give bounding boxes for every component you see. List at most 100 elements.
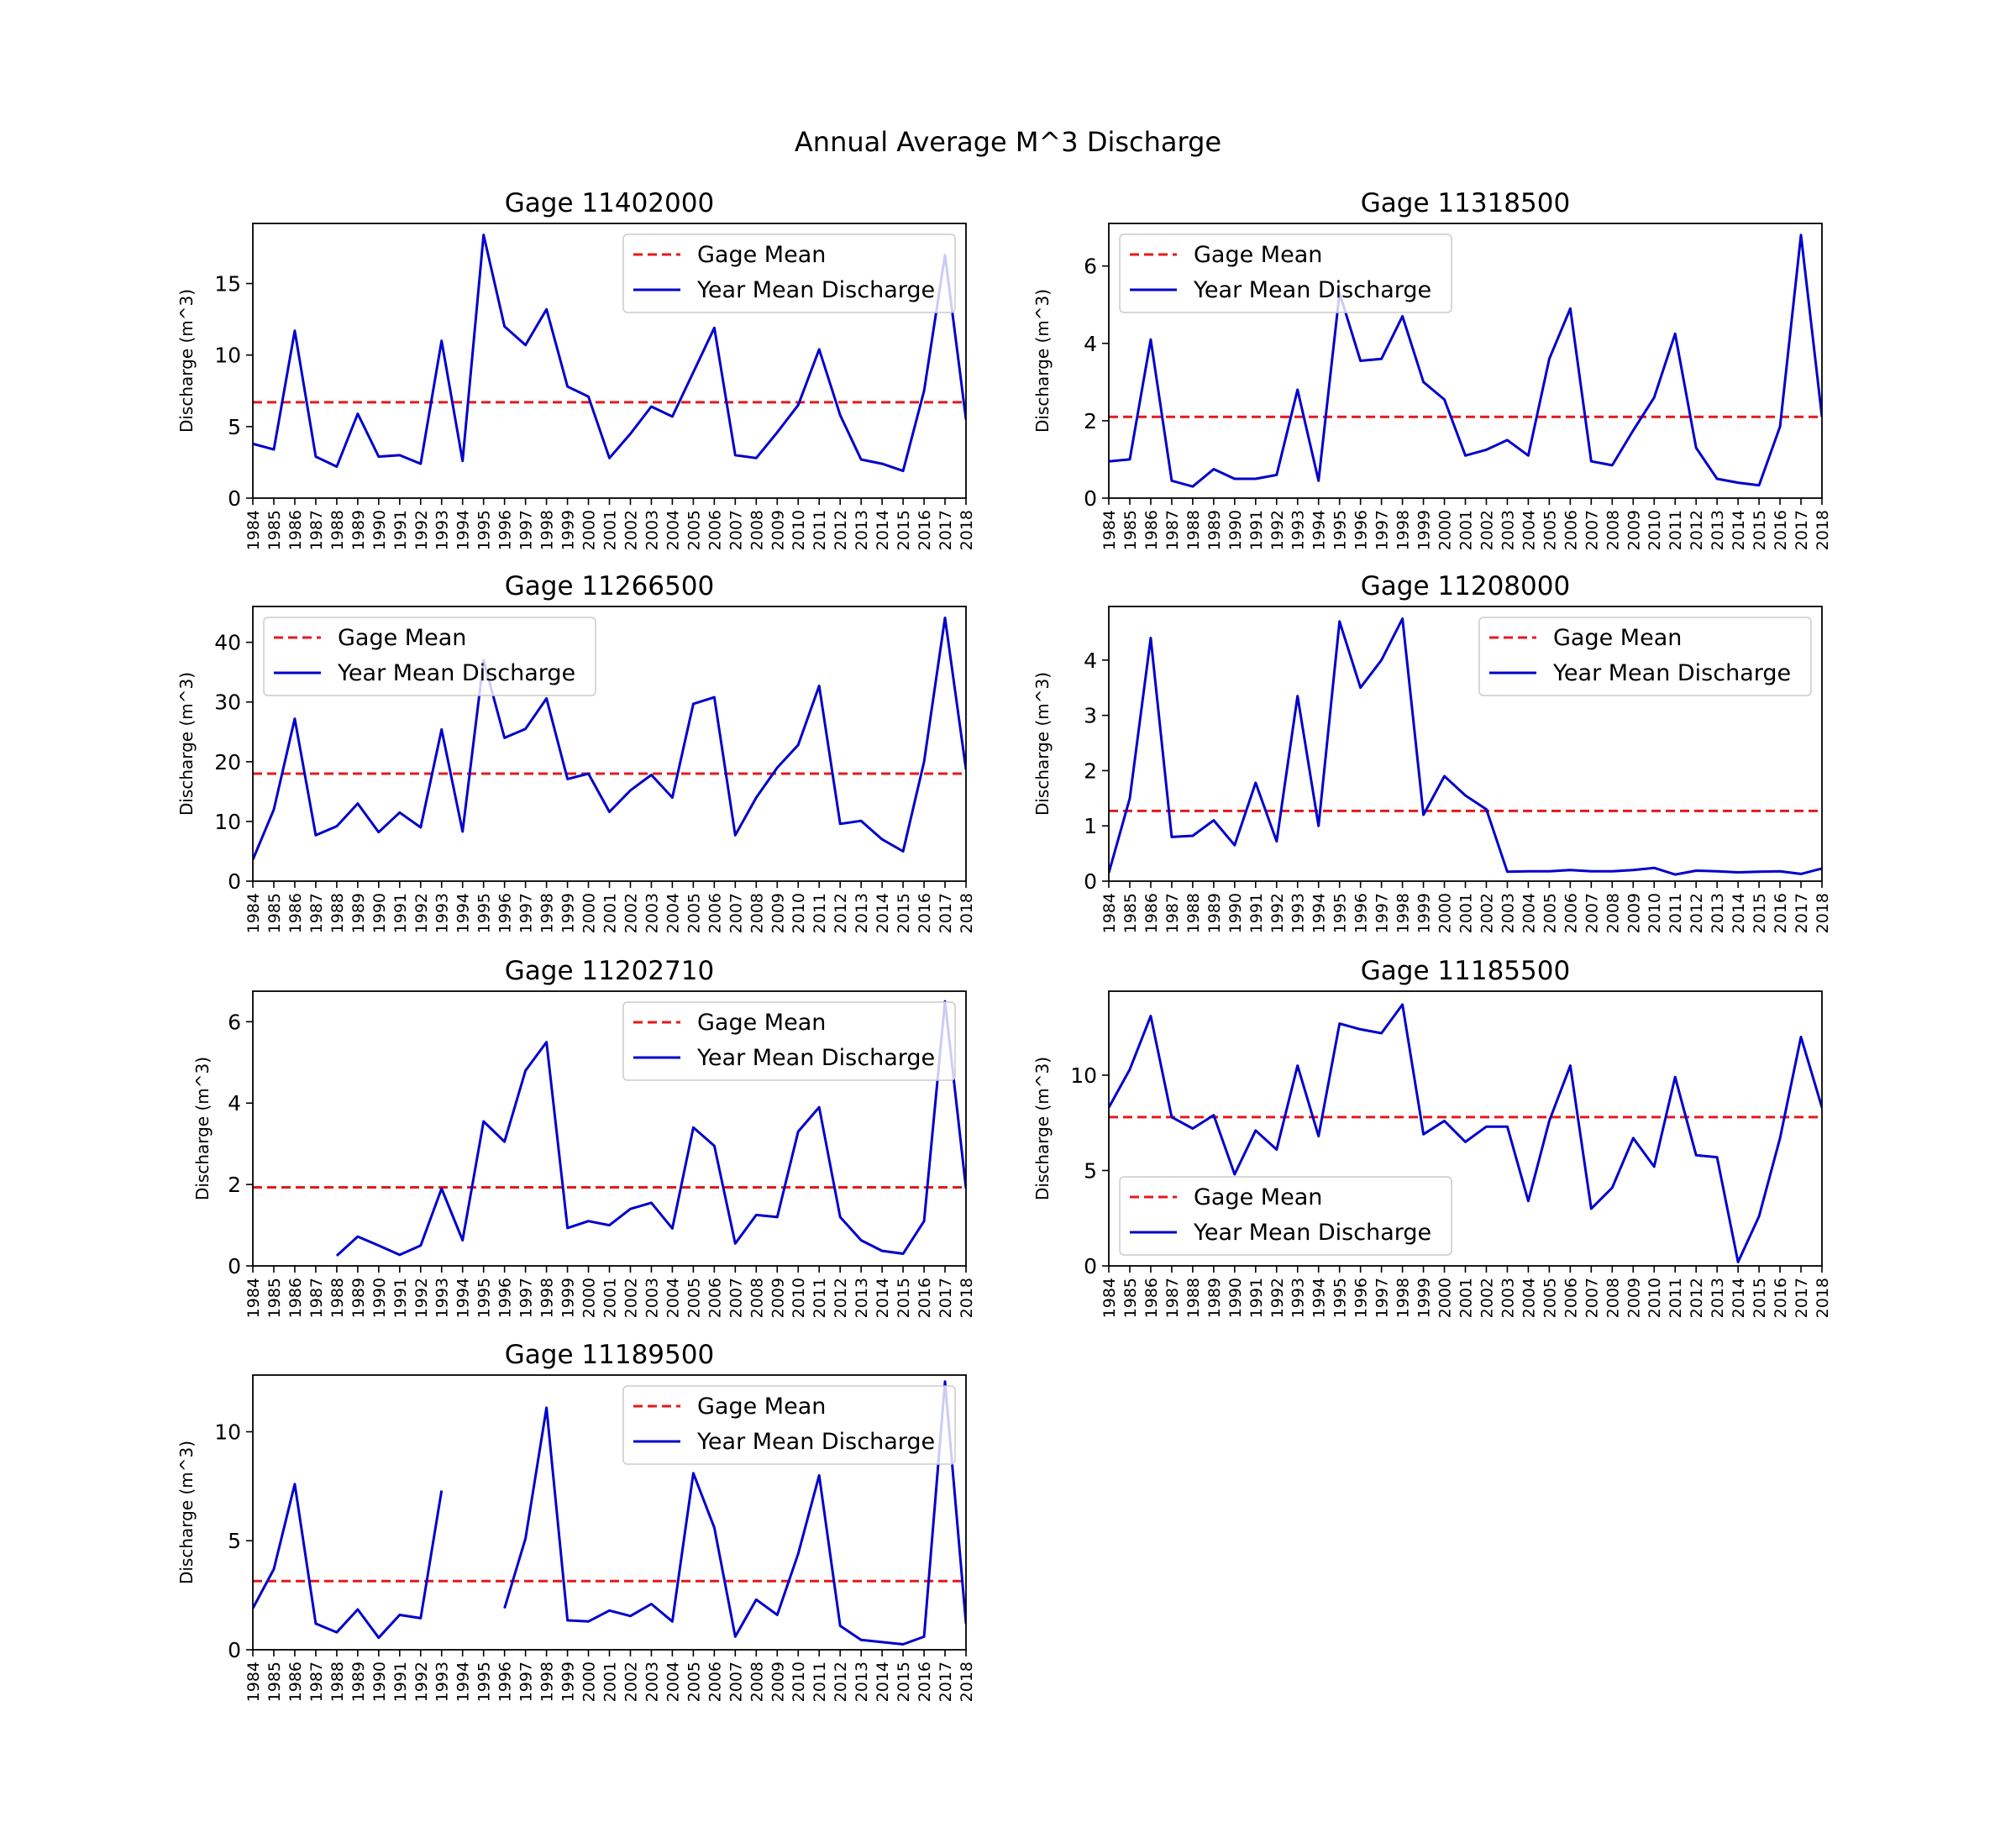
- legend-label: Year Mean Discharge: [696, 1045, 935, 1071]
- y-tick-label: 5: [1084, 1158, 1097, 1183]
- legend-box: [263, 617, 596, 696]
- plot-area: [253, 1000, 966, 1257]
- x-tick-label: 2011: [811, 1278, 829, 1318]
- x-tick-label: 1985: [1121, 1278, 1140, 1318]
- year-mean-discharge-line: [1109, 617, 1822, 876]
- legend-label: Gage Mean: [1194, 242, 1322, 268]
- x-tick-label: 1998: [1394, 893, 1413, 933]
- x-tick-label: 2002: [1478, 893, 1496, 933]
- x-tick-label: 2001: [601, 1662, 620, 1702]
- y-tick-label: 4: [1084, 648, 1097, 673]
- figure-title: Annual Average M^3 Discharge: [794, 126, 1222, 158]
- x-tick-label: 2000: [1436, 1278, 1455, 1318]
- x-tick-label: 2004: [664, 1278, 682, 1318]
- x-tick-label: 1993: [433, 893, 452, 933]
- x-tick-label: 1990: [370, 1662, 389, 1702]
- x-tick-label: 1994: [1310, 893, 1329, 933]
- x-tick-label: 1992: [412, 510, 431, 550]
- y-tick-label: 20: [214, 750, 241, 774]
- x-tick-label: 2002: [1478, 510, 1496, 550]
- x-tick-label: 2012: [832, 893, 850, 933]
- x-tick-label: 1995: [1331, 893, 1350, 933]
- subplot-title: Gage 11208000: [1361, 571, 1570, 601]
- x-tick-label: 2010: [1646, 510, 1664, 550]
- y-tick-label: 30: [214, 690, 241, 715]
- x-tick-label: 2004: [1520, 1278, 1538, 1318]
- x-tick-label: 2000: [1436, 893, 1455, 933]
- x-tick-label: 2001: [1457, 1278, 1476, 1318]
- y-tick-label: 2: [1084, 759, 1097, 783]
- x-tick-label: 2012: [832, 1278, 850, 1318]
- legend: Gage Mean Year Mean Discharge: [1478, 617, 1812, 696]
- subplot-title: Gage 11266500: [505, 571, 714, 601]
- x-tick-label: 1985: [265, 893, 284, 933]
- x-tick-label: 1997: [517, 1662, 536, 1702]
- plot-area: [1109, 1003, 1822, 1263]
- x-tick-label: 2013: [853, 1278, 871, 1318]
- x-tick-label: 1986: [1142, 1278, 1161, 1318]
- x-tick-label: 1998: [538, 1278, 557, 1318]
- x-tick-label: 1985: [265, 1662, 284, 1702]
- x-tick-label: 2004: [664, 510, 682, 550]
- y-tick-label: 1: [1084, 814, 1097, 838]
- x-tick-label: 2003: [1499, 1278, 1517, 1318]
- year-mean-discharge-line: [253, 617, 966, 860]
- subplot-title: Gage 11318500: [1361, 188, 1570, 218]
- x-tick-label: 1991: [391, 893, 410, 933]
- x-tick-label: 2005: [685, 1662, 703, 1702]
- x-tick-label: 1997: [517, 1278, 536, 1318]
- x-tick-label: 1996: [1352, 1278, 1371, 1318]
- x-tick-label: 2005: [685, 1278, 703, 1318]
- x-tick-label: 1984: [1100, 510, 1119, 550]
- x-tick-label: 1993: [1289, 1278, 1308, 1318]
- x-tick-label: 2015: [895, 893, 913, 933]
- x-tick-label: 1994: [454, 1662, 473, 1702]
- x-tick-label: 1996: [496, 1278, 515, 1318]
- legend-label: Year Mean Discharge: [1193, 1220, 1431, 1246]
- x-tick-label: 2005: [1541, 1278, 1559, 1318]
- x-tick-label: 1998: [538, 510, 557, 550]
- x-tick-label: 1989: [1205, 510, 1224, 550]
- x-tick-label: 1999: [1415, 893, 1434, 933]
- x-tick-label: 1984: [244, 1662, 263, 1702]
- y-tick-label: 5: [228, 415, 241, 439]
- x-tick-label: 2015: [1751, 1278, 1769, 1318]
- subplot-title: Gage 11402000: [505, 188, 714, 218]
- legend-label: Gage Mean: [697, 242, 826, 268]
- legend: Gage Mean Year Mean Discharge: [622, 1001, 956, 1081]
- y-tick-label: 2: [1084, 409, 1097, 433]
- x-tick-label: 1994: [454, 1278, 473, 1318]
- x-tick-label: 1989: [349, 510, 368, 550]
- x-tick-label: 2008: [748, 510, 766, 550]
- x-tick-label: 2013: [1709, 1278, 1727, 1318]
- legend-label: Year Mean Discharge: [696, 1429, 935, 1455]
- y-tick-label: 0: [228, 1254, 241, 1278]
- plot-area: [253, 617, 966, 860]
- x-tick-label: 1996: [496, 893, 515, 933]
- x-tick-label: 1987: [1163, 510, 1182, 550]
- legend-label: Year Mean Discharge: [1552, 660, 1791, 686]
- x-tick-label: 2015: [895, 1278, 913, 1318]
- x-tick-label: 1996: [1352, 893, 1371, 933]
- y-tick-label: 0: [1084, 869, 1097, 894]
- x-tick-label: 1986: [1142, 510, 1161, 550]
- x-tick-label: 1999: [559, 1662, 578, 1702]
- x-tick-label: 2018: [1814, 1278, 1832, 1318]
- legend-box: [622, 1385, 956, 1465]
- x-tick-label: 1998: [1394, 510, 1413, 550]
- x-tick-label: 2007: [727, 510, 745, 550]
- legend-label: Gage Mean: [1553, 625, 1682, 651]
- x-tick-label: 2004: [664, 1662, 682, 1702]
- x-tick-label: 1993: [1289, 510, 1308, 550]
- x-tick-label: 1993: [433, 510, 452, 550]
- y-axis-label: Discharge (m^3): [1032, 1057, 1053, 1200]
- axes-frame: [252, 990, 967, 1267]
- axes-frame: [1108, 223, 1823, 499]
- x-tick-label: 2018: [958, 893, 976, 933]
- x-tick-label: 2006: [1562, 510, 1580, 550]
- x-tick-label: 1986: [286, 510, 305, 550]
- x-tick-label: 2003: [643, 1278, 661, 1318]
- legend-box: [1119, 234, 1452, 313]
- x-tick-label: 2016: [1772, 1278, 1790, 1318]
- x-tick-label: 1996: [1352, 510, 1371, 550]
